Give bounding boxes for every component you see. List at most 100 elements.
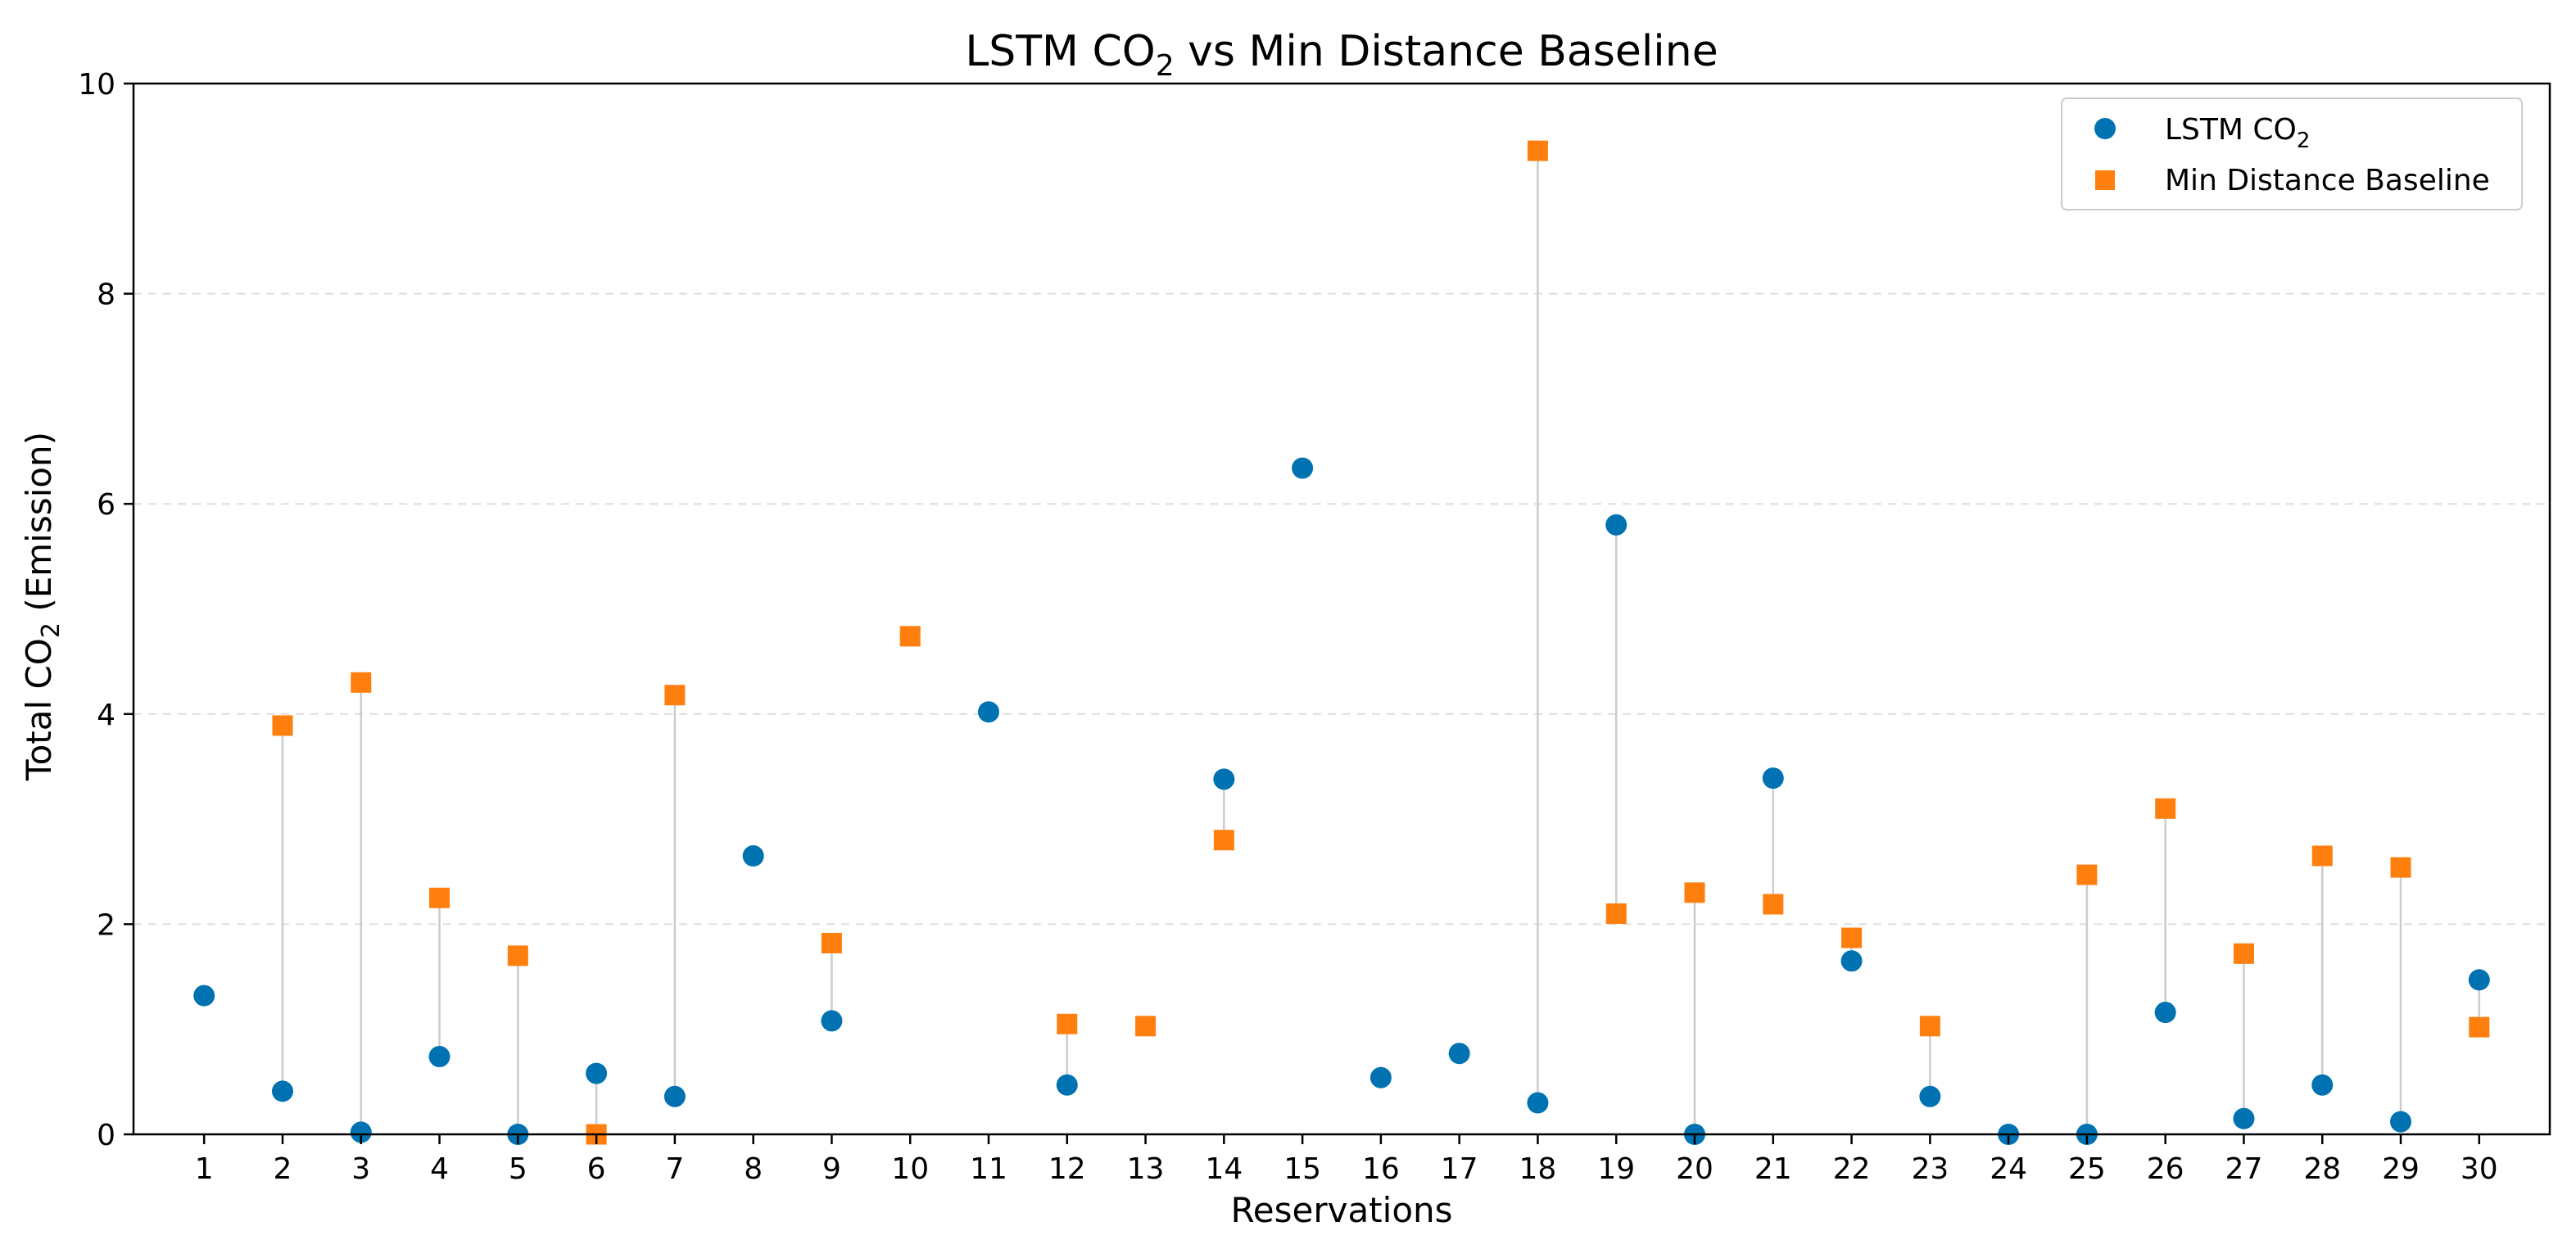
y-tick-label-4: 4 xyxy=(97,699,115,732)
baseline-point-5 xyxy=(507,945,528,966)
legend-lstm-label: LSTM CO2 xyxy=(2165,113,2310,153)
y-tick-label-2: 2 xyxy=(97,908,115,942)
data-markers xyxy=(193,140,2490,1145)
x-tick-label-28: 28 xyxy=(2303,1152,2341,1186)
lstm-point-4 xyxy=(428,1046,450,1068)
lstm-point-1 xyxy=(193,984,215,1007)
x-tick-label-19: 19 xyxy=(1597,1152,1635,1186)
x-tick-label-2: 2 xyxy=(274,1152,292,1186)
y-axis-label-sub: 2 xyxy=(37,622,66,638)
lstm-point-19 xyxy=(1605,514,1628,536)
x-tick-label-18: 18 xyxy=(1519,1152,1557,1186)
y-axis-label-main: Total CO xyxy=(19,638,59,781)
lstm-point-3 xyxy=(350,1121,372,1143)
baseline-point-25 xyxy=(2076,864,2098,885)
baseline-point-20 xyxy=(1684,882,1705,903)
legend-box xyxy=(2061,97,2523,210)
baseline-point-3 xyxy=(351,672,372,693)
lstm-point-30 xyxy=(2468,969,2490,991)
baseline-point-26 xyxy=(2155,798,2176,819)
legend-lstm-label-sub: 2 xyxy=(2297,129,2311,153)
x-tick-label-29: 29 xyxy=(2382,1152,2420,1186)
lstm-point-16 xyxy=(1369,1066,1392,1088)
lstm-point-17 xyxy=(1448,1043,1470,1065)
x-tick-label-4: 4 xyxy=(430,1152,449,1186)
baseline-point-28 xyxy=(2311,845,2333,867)
x-tick-label-10: 10 xyxy=(891,1152,929,1186)
x-tick-label-17: 17 xyxy=(1441,1152,1478,1186)
lstm-point-18 xyxy=(1527,1092,1549,1114)
x-tick-label-1: 1 xyxy=(195,1152,214,1186)
y-tick-label-6: 6 xyxy=(97,488,115,522)
legend: LSTM CO2 Min Distance Baseline xyxy=(2061,97,2523,210)
lstm-point-9 xyxy=(821,1010,843,1032)
chart-title-main: LSTM CO xyxy=(965,27,1155,76)
x-tick-label-30: 30 xyxy=(2461,1152,2498,1186)
x-tick-label-13: 13 xyxy=(1127,1152,1165,1186)
lstm-point-26 xyxy=(2154,1002,2176,1024)
x-tick-label-20: 20 xyxy=(1676,1152,1714,1186)
baseline-point-14 xyxy=(1213,830,1234,851)
lstm-point-23 xyxy=(1919,1085,1941,1107)
baseline-point-13 xyxy=(1135,1016,1157,1037)
lstm-point-22 xyxy=(1840,950,1863,972)
x-tick-label-22: 22 xyxy=(1833,1152,1871,1186)
x-tick-label-24: 24 xyxy=(1990,1152,2027,1186)
chart-title-sub: 2 xyxy=(1156,49,1175,83)
lstm-point-8 xyxy=(742,845,764,867)
x-tick-label-12: 12 xyxy=(1048,1152,1086,1186)
connector-lines xyxy=(281,151,2481,1134)
x-tick-label-25: 25 xyxy=(2068,1152,2106,1186)
x-tick-label-3: 3 xyxy=(351,1152,370,1186)
baseline-point-19 xyxy=(1605,903,1627,925)
chart-title-suffix: vs Min Distance Baseline xyxy=(1175,27,1718,76)
baseline-point-22 xyxy=(1841,927,1863,948)
x-axis-label: Reservations xyxy=(1230,1190,1452,1230)
baseline-point-29 xyxy=(2390,857,2411,878)
baseline-point-2 xyxy=(272,715,293,736)
lstm-point-7 xyxy=(663,1085,686,1107)
baseline-point-7 xyxy=(664,685,686,706)
y-axis-label-suffix: (Emission) xyxy=(19,432,59,622)
legend-lstm-label-main: LSTM CO xyxy=(2165,113,2297,147)
baseline-point-18 xyxy=(1527,140,1548,161)
lstm-point-27 xyxy=(2233,1107,2255,1129)
lstm-point-29 xyxy=(2390,1111,2412,1133)
x-tick-label-9: 9 xyxy=(822,1152,841,1186)
legend-baseline-label: Min Distance Baseline xyxy=(2165,164,2490,197)
plot-frame xyxy=(132,82,2551,1136)
lstm-point-28 xyxy=(2311,1074,2334,1096)
lstm-point-2 xyxy=(271,1080,293,1102)
x-tick-label-23: 23 xyxy=(1911,1152,1949,1186)
lstm-point-12 xyxy=(1056,1074,1078,1096)
x-tick-label-14: 14 xyxy=(1205,1152,1243,1186)
x-tick-label-8: 8 xyxy=(744,1152,763,1186)
x-tick-label-27: 27 xyxy=(2225,1152,2263,1186)
baseline-point-9 xyxy=(821,932,842,953)
x-tick-label-16: 16 xyxy=(1362,1152,1400,1186)
baseline-point-21 xyxy=(1763,894,1784,915)
x-tick-label-26: 26 xyxy=(2147,1152,2184,1186)
y-tick-label-8: 8 xyxy=(97,278,115,312)
x-tick-label-6: 6 xyxy=(587,1152,606,1186)
baseline-point-30 xyxy=(2469,1016,2490,1038)
legend-baseline-marker xyxy=(2095,170,2115,190)
legend-lstm-marker xyxy=(2094,118,2116,139)
lstm-point-11 xyxy=(977,701,999,723)
x-tick-label-7: 7 xyxy=(665,1152,684,1186)
x-tick-label-5: 5 xyxy=(509,1152,527,1186)
x-tick-label-21: 21 xyxy=(1754,1152,1792,1186)
chart-title: LSTM CO2 vs Min Distance Baseline xyxy=(965,27,1718,83)
y-axis-label: Total CO2 (Emission) xyxy=(19,432,66,781)
y-tick-label-0: 0 xyxy=(97,1119,115,1152)
baseline-point-4 xyxy=(429,887,450,908)
lstm-point-6 xyxy=(586,1062,608,1084)
baseline-point-12 xyxy=(1057,1013,1078,1034)
x-tick-label-11: 11 xyxy=(970,1152,1007,1186)
baseline-point-27 xyxy=(2233,943,2254,964)
x-tick-label-15: 15 xyxy=(1283,1152,1321,1186)
baseline-point-10 xyxy=(899,626,921,647)
baseline-point-23 xyxy=(1919,1016,1940,1037)
